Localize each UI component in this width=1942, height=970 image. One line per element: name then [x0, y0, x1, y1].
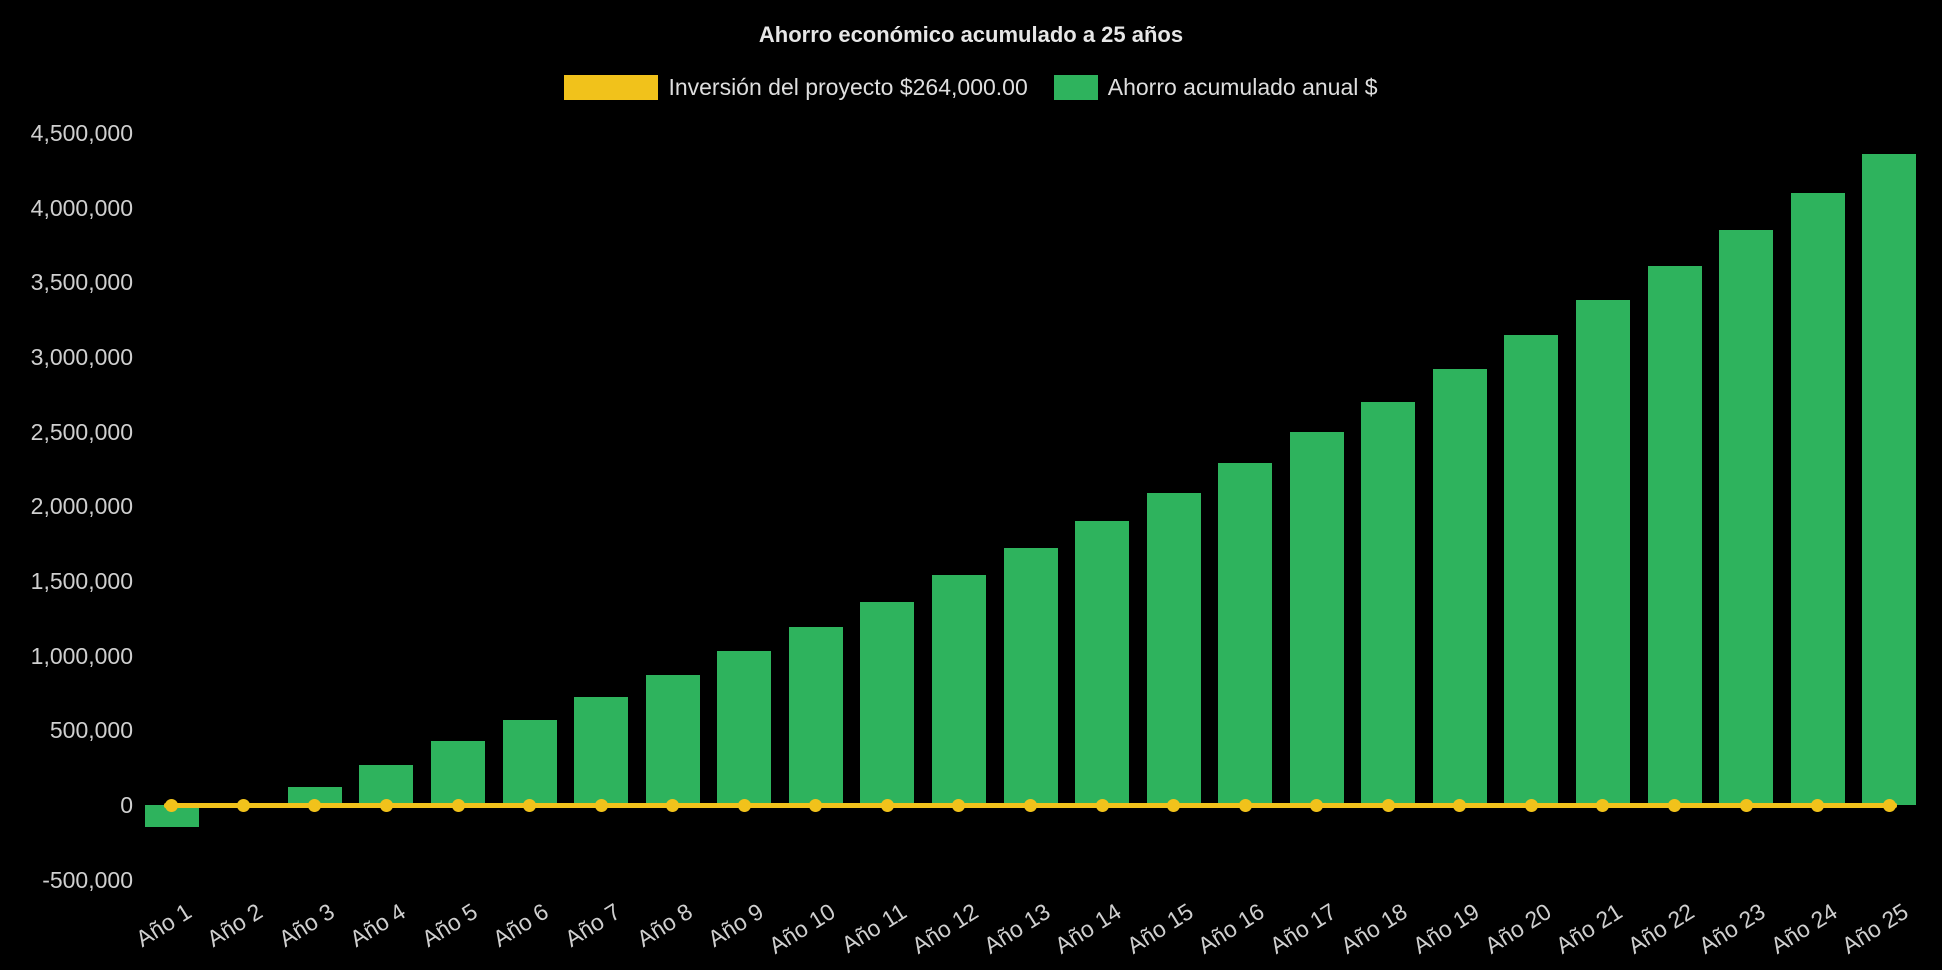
x-axis-tick-label: Año 14 — [1050, 898, 1126, 959]
savings-bar — [1504, 334, 1559, 805]
savings-swatch — [1053, 75, 1098, 100]
x-axis-tick-label: Año 18 — [1336, 898, 1413, 959]
savings-bar — [1361, 401, 1416, 805]
y-axis-tick-label: 4,000,000 — [30, 194, 133, 221]
investment-point — [523, 798, 537, 812]
x-axis-tick-label: Año 7 — [560, 898, 625, 952]
legend-item-investment-label: Inversión del proyecto $264,000.00 — [668, 74, 1028, 100]
savings-bar — [359, 764, 414, 805]
x-axis-tick-label: Año 16 — [1193, 898, 1269, 959]
x-axis-tick-label: Año 5 — [417, 898, 482, 952]
x-axis-tick-label: Año 20 — [1479, 898, 1556, 959]
legend: Inversión del proyecto $264,000.00 Ahorr… — [0, 74, 1942, 101]
savings-bar — [931, 575, 986, 805]
investment-point — [1739, 798, 1753, 812]
y-axis-tick-label: 3,500,000 — [30, 269, 133, 296]
x-axis-tick-label: Año 3 — [273, 898, 339, 952]
investment-point — [236, 798, 250, 812]
investment-point — [1811, 798, 1825, 812]
x-axis-tick-label: Año 9 — [703, 898, 769, 952]
x-axis-tick-label: Año 8 — [631, 898, 697, 952]
y-axis-tick-label: 500,000 — [49, 717, 133, 744]
legend-item-investment[interactable]: Inversión del proyecto $264,000.00 — [564, 74, 1028, 101]
investment-point — [1238, 798, 1252, 812]
savings-bar — [1575, 300, 1630, 805]
investment-point — [1095, 798, 1109, 812]
investment-point — [952, 798, 966, 812]
investment-point — [1882, 798, 1896, 812]
savings-bar — [431, 740, 486, 805]
savings-bar — [717, 651, 772, 805]
investment-point — [1310, 798, 1324, 812]
investment-point — [737, 798, 751, 812]
investment-point — [165, 798, 179, 812]
x-axis-tick-label: Año 1 — [130, 898, 196, 952]
savings-bar — [788, 627, 843, 805]
savings-bar — [1289, 431, 1344, 805]
x-axis-tick-label: Año 19 — [1408, 898, 1484, 959]
x-axis-tick-label: Año 15 — [1121, 898, 1198, 959]
y-axis-tick-label: 2,000,000 — [30, 493, 133, 520]
investment-point — [1381, 798, 1395, 812]
savings-bar — [287, 787, 342, 805]
investment-point — [379, 798, 393, 812]
savings-bar — [1003, 548, 1058, 805]
x-axis-tick-label: Año 12 — [907, 898, 983, 959]
x-axis-tick-label: Año 17 — [1264, 898, 1341, 959]
x-axis-tick-label: Año 4 — [345, 898, 411, 952]
x-axis-tick-label: Año 10 — [764, 898, 840, 959]
savings-bar — [1862, 153, 1917, 805]
savings-bar — [860, 601, 915, 805]
x-axis-tick-label: Año 11 — [837, 898, 912, 958]
investment-point — [1524, 798, 1538, 812]
investment-point — [880, 798, 894, 812]
x-axis-tick-label: Año 25 — [1837, 898, 1914, 959]
y-axis-tick-label: 2,500,000 — [30, 418, 133, 445]
savings-bar — [645, 675, 700, 805]
savings-bar — [1647, 265, 1702, 805]
savings-bar — [574, 697, 629, 805]
investment-point — [666, 798, 680, 812]
savings-bar — [1432, 368, 1487, 805]
investment-point — [308, 798, 322, 812]
y-axis-tick-label: 0 — [120, 792, 133, 818]
investment-point — [451, 798, 465, 812]
investment-point — [1024, 798, 1037, 812]
y-axis-tick-label: 1,500,000 — [30, 568, 133, 594]
savings-bar — [1218, 463, 1273, 805]
y-axis-tick-label: -500,000 — [42, 866, 133, 893]
y-axis-tick-label: 1,000,000 — [30, 642, 133, 669]
x-axis-tick-label: Año 21 — [1551, 898, 1627, 959]
savings-bar — [1719, 230, 1774, 805]
x-axis-tick-label: Año 23 — [1694, 898, 1770, 959]
savings-bar — [502, 719, 557, 805]
chart-title: Ahorro económico acumulado a 25 años — [758, 22, 1184, 47]
savings-bar — [144, 805, 199, 828]
x-axis-tick-label: Año 24 — [1765, 898, 1842, 959]
investment-point — [809, 798, 823, 812]
investment-point — [1453, 798, 1467, 812]
savings-bar — [1790, 192, 1845, 805]
investment-point — [1596, 798, 1610, 812]
x-axis-tick-label: Año 13 — [978, 898, 1055, 959]
x-axis-tick-label: Año 2 — [202, 898, 268, 952]
legend-item-savings[interactable]: Ahorro acumulado anual $ — [1053, 74, 1378, 101]
y-axis-tick-label: 3,000,000 — [30, 344, 133, 370]
x-axis-tick-label: Año 22 — [1622, 898, 1699, 959]
legend-item-savings-label: Ahorro acumulado anual $ — [1107, 74, 1378, 100]
x-axis-tick-label: Año 6 — [488, 898, 554, 952]
savings-bar — [1075, 521, 1130, 805]
investment-point — [1167, 798, 1181, 812]
investment-swatch — [564, 75, 659, 100]
y-axis-tick-label: 4,500,000 — [30, 120, 133, 146]
savings-bar — [1146, 492, 1201, 805]
investment-point — [594, 798, 608, 812]
investment-point — [1668, 798, 1682, 812]
